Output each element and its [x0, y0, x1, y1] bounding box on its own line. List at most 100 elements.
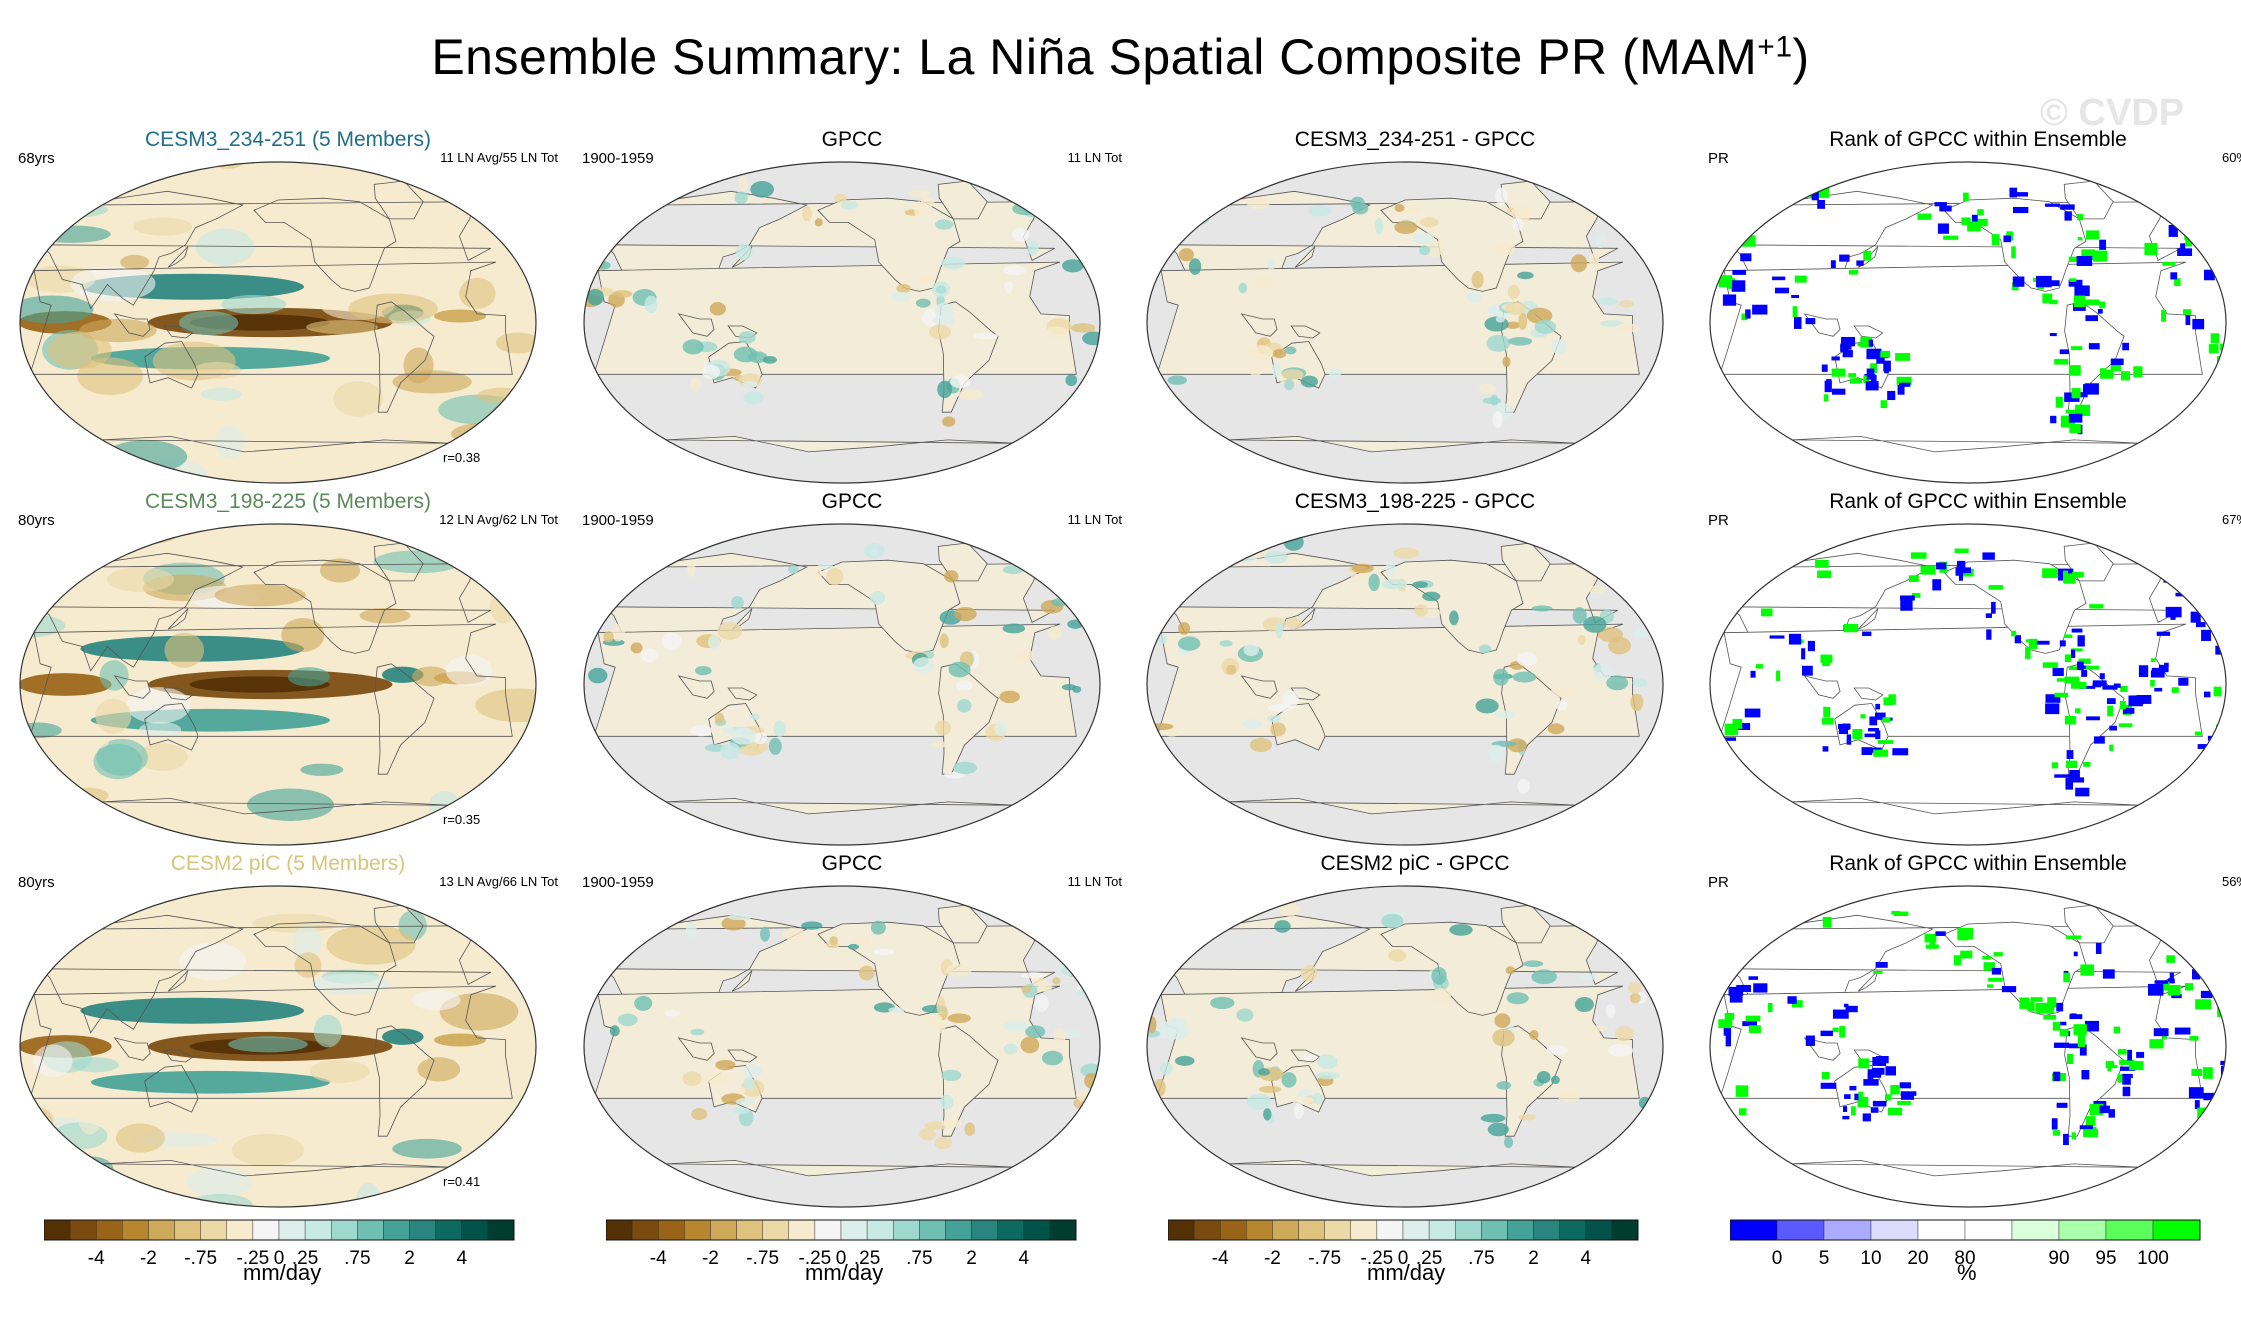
colorbar-frame: [606, 1219, 1077, 1241]
field-blob: [164, 632, 205, 668]
land-anomaly: [1004, 280, 1014, 293]
colorbar-swatch: [1455, 1219, 1482, 1241]
coastline: [374, 663, 435, 775]
field-blob: [457, 524, 535, 545]
map-plot: [1709, 885, 2227, 1208]
rank-cell: [2190, 611, 2201, 623]
land-anomaly: [1188, 258, 1202, 275]
rank-cell: [1774, 287, 1790, 294]
rank-cell: [2069, 423, 2081, 434]
land-anomaly: [722, 726, 734, 734]
land-anomaly: [717, 622, 743, 640]
field-blob: [417, 1057, 461, 1082]
land-anomaly: [1492, 411, 1503, 429]
rank-cell: [1857, 1096, 1869, 1108]
field-band: [90, 1070, 331, 1094]
land-anomaly: [1034, 994, 1049, 1012]
land-anomaly: [940, 1094, 954, 1110]
map-panel: CESM2 piC (5 Members) 80yrs 13 LN Avg/66 L…: [18, 852, 558, 1212]
colorbar-swatch: [1168, 1219, 1195, 1241]
rank-cell: [1924, 933, 1937, 943]
rank-cell: [2043, 1014, 2057, 1020]
rank-cell: [2161, 981, 2170, 991]
land-anomaly: [801, 921, 823, 930]
rank-cell: [2203, 1092, 2217, 1101]
rank-cell: [1884, 1094, 1892, 1101]
land-anomaly: [1052, 977, 1061, 985]
field-blob: [214, 584, 306, 607]
rank-cell: [1802, 665, 1813, 676]
land-anomaly: [733, 1107, 750, 1115]
land-anomaly: [1233, 915, 1249, 922]
rank-cell: [1856, 260, 1864, 266]
colorbar-units: mm/day: [805, 1260, 884, 1285]
field-blob: [193, 362, 241, 379]
land-anomaly: [1012, 227, 1030, 242]
rank-cell: [2009, 187, 2018, 198]
rank-cell: [2045, 703, 2060, 715]
land-anomaly: [1516, 651, 1537, 667]
coastline: [29, 623, 513, 737]
colorbar-swatch: [1049, 1219, 1077, 1241]
field-blob: [64, 905, 123, 921]
rank-cell: [2074, 285, 2090, 297]
rank-cell: [2052, 667, 2064, 677]
land-anomaly: [1013, 551, 1027, 565]
map-plot: [583, 885, 1101, 1208]
rank-cell: [1956, 560, 1966, 570]
land-anomaly: [1588, 585, 1605, 595]
field-blob: [475, 688, 536, 723]
rank-cell: [1869, 716, 1878, 726]
field-band: [80, 997, 304, 1024]
rank-cell: [2014, 635, 2022, 644]
rank-cell: [1934, 202, 1947, 207]
land-anomaly: [936, 996, 946, 1015]
rank-cell: [1844, 1094, 1851, 1099]
coastline: [113, 1037, 151, 1061]
land-anomaly: [1607, 1044, 1634, 1057]
land-anomaly: [1555, 700, 1568, 711]
rank-cell: [2167, 984, 2181, 996]
land-anomaly: [1534, 319, 1557, 334]
land-anomaly: [932, 315, 956, 326]
rank-cell: [2077, 213, 2084, 221]
field-blob: [468, 886, 504, 921]
coastline: [1857, 608, 1879, 630]
rank-cell: [2025, 647, 2031, 659]
land-anomaly: [870, 920, 886, 935]
field-blob: [254, 214, 331, 246]
rank-cell: [2166, 955, 2176, 963]
map-border: [583, 885, 1101, 1208]
rank-cell: [1900, 595, 1915, 601]
rank-cell: [2079, 1044, 2087, 1056]
rank-cell: [1991, 234, 2000, 246]
rank-cell: [1752, 304, 1768, 315]
land-anomaly: [1284, 346, 1297, 355]
land-anomaly: [935, 720, 951, 736]
colorbar-swatch: [1246, 1219, 1273, 1241]
colorbar-swatch: [814, 1219, 842, 1241]
land-anomaly: [1557, 1090, 1581, 1103]
rank-cell: [2063, 573, 2076, 584]
rank-cell: [2173, 202, 2185, 212]
coastline: [374, 1025, 435, 1137]
field-blob: [438, 394, 520, 425]
land-anomaly: [964, 1122, 976, 1136]
rank-cell: [2059, 1028, 2069, 1037]
rank-cell: [2064, 715, 2076, 725]
colorbar-swatch: [1533, 1219, 1560, 1241]
land-anomaly: [644, 295, 658, 314]
field-blob: [69, 787, 109, 804]
land-anomaly: [734, 191, 748, 204]
land-anomaly: [1238, 282, 1248, 294]
land-anomaly: [920, 196, 935, 209]
panel-title: CESM3_198-225 (5 Members): [145, 490, 431, 513]
rank-cell: [2044, 203, 2060, 207]
land-anomaly: [1044, 326, 1069, 340]
rank-cell: [1961, 217, 1971, 226]
rank-cell: [1908, 575, 1919, 582]
field-blob: [510, 934, 536, 968]
rank-cell: [1864, 733, 1876, 738]
rank-cell: [2056, 678, 2071, 682]
colorbar: -4 -2 -.75 -.25 0 .25 .75 2 4: [606, 1219, 1077, 1269]
